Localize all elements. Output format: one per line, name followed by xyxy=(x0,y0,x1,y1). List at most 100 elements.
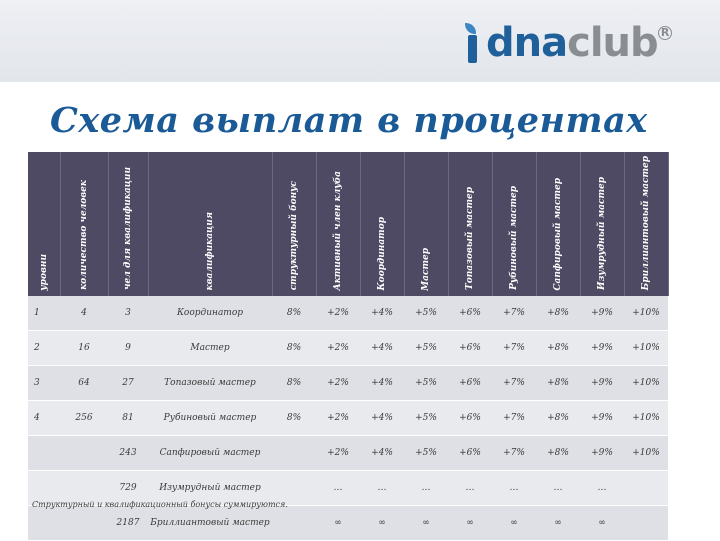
table-cell: +6% xyxy=(448,365,492,402)
table-cell: 256 xyxy=(60,400,108,437)
table-cell: +4% xyxy=(360,435,404,472)
table-cell: … xyxy=(316,470,360,507)
table-cell: … xyxy=(448,470,492,507)
table-cell xyxy=(28,505,60,541)
table-cell: +7% xyxy=(492,296,536,332)
registered-mark: R xyxy=(657,26,672,40)
column-header: квалификация xyxy=(148,152,273,297)
table-cell: +10% xyxy=(624,435,668,472)
table-cell: Рубиновый мастер xyxy=(148,400,272,437)
table-cell: Бриллиантовый мастер xyxy=(148,505,272,541)
table-cell: +10% xyxy=(624,400,668,437)
table-cell xyxy=(624,505,668,541)
table-cell: +4% xyxy=(360,365,404,402)
table-cell: +8% xyxy=(536,400,580,437)
table-row: 3 64 27 Топазовый мастер 8% +2% +4% +5% +6% +7% +8… xyxy=(28,365,668,402)
slide-title: Схема выплат в процентах xyxy=(50,100,648,141)
table-cell: +8% xyxy=(536,296,580,332)
table-cell: Топазовый мастер xyxy=(148,365,272,402)
table-cell: +5% xyxy=(404,400,448,437)
column-header: Активный член клуба xyxy=(316,152,361,297)
table-cell xyxy=(624,470,668,507)
column-header-label: квалификация xyxy=(205,211,215,291)
table-cell: 16 xyxy=(60,330,108,367)
table-cell: +9% xyxy=(580,400,624,437)
table-cell: 1 xyxy=(28,296,60,332)
table-cell: 27 xyxy=(108,365,148,402)
table-cell: ∞ xyxy=(404,505,448,541)
column-header-label: Топазовый мастер xyxy=(465,187,475,291)
table-cell: +6% xyxy=(448,330,492,367)
table-cell: +4% xyxy=(360,400,404,437)
table-header-row: уровни количество человек чел для квалифик… xyxy=(28,152,669,297)
title-rest: в процентах xyxy=(364,100,648,141)
column-header-label: чел для квалификации xyxy=(123,167,133,291)
table-cell xyxy=(272,435,316,472)
table-cell xyxy=(28,435,60,472)
table-cell: ∞ xyxy=(580,505,624,541)
table-cell: +8% xyxy=(536,330,580,367)
column-header: уровни xyxy=(28,152,61,297)
table-cell: +9% xyxy=(580,435,624,472)
column-header-label: структурный бонус xyxy=(289,181,299,291)
column-header-label: количество человек xyxy=(79,180,89,291)
table-row: 2 16 9 Мастер 8% +2% +4% +5% +6% +7% +8% +9% +10% xyxy=(28,330,668,367)
table-cell: ∞ xyxy=(492,505,536,541)
column-header-label: Активный член клуба xyxy=(333,170,343,291)
table-cell: +9% xyxy=(580,296,624,332)
column-header-label: Мастер xyxy=(421,247,431,291)
logo-text-club: club xyxy=(567,20,659,66)
logo-text-dna: dna xyxy=(486,20,568,66)
table-cell: 8% xyxy=(272,400,316,437)
table-cell: … xyxy=(536,470,580,507)
table-cell: +5% xyxy=(404,435,448,472)
table-cell: 8% xyxy=(272,296,316,332)
table-cell: … xyxy=(404,470,448,507)
column-header-label: Координатор xyxy=(377,216,387,291)
table-cell: 3 xyxy=(108,296,148,332)
table-cell: … xyxy=(360,470,404,507)
table-cell: 4 xyxy=(60,296,108,332)
footnote: Структурный и квалификационный бонусы су… xyxy=(32,500,288,509)
table-cell: +7% xyxy=(492,365,536,402)
table-cell: Сапфировый мастер xyxy=(148,435,272,472)
table-cell: … xyxy=(580,470,624,507)
table-cell xyxy=(272,470,316,507)
column-header-label: Рубиновый мастер xyxy=(509,186,519,291)
table-cell: +2% xyxy=(316,296,360,332)
table-cell: +9% xyxy=(580,365,624,402)
table-cell: +8% xyxy=(536,365,580,402)
table-cell: +2% xyxy=(316,435,360,472)
table-cell: +10% xyxy=(624,365,668,402)
table-cell: 2 xyxy=(28,330,60,367)
column-header-label: Бриллиантовый мастер xyxy=(641,156,651,291)
column-header: структурный бонус xyxy=(272,152,317,297)
table-cell: Изумрудный мастер xyxy=(148,470,272,507)
table-cell: +2% xyxy=(316,330,360,367)
table-cell: +2% xyxy=(316,400,360,437)
table-cell: 243 xyxy=(108,435,148,472)
column-header: чел для квалификации xyxy=(108,152,149,297)
header-bar: dnaclub R xyxy=(0,0,720,82)
table-row: 1 4 3 Координатор 8% +2% +4% +5% +6% +7% +8% +9% +10… xyxy=(28,296,668,332)
table-cell: ∞ xyxy=(360,505,404,541)
column-header-label: Изумрудный мастер xyxy=(597,177,607,291)
column-header: Топазовый мастер xyxy=(448,152,493,297)
table-cell: ∞ xyxy=(448,505,492,541)
table-cell xyxy=(28,470,60,507)
payout-table: уровни количество человек чел для квалифик… xyxy=(28,152,669,541)
table-row: 243 Сапфировый мастер +2% +4% +5% +6% +7% +8% +9… xyxy=(28,435,668,472)
column-header: Бриллиантовый мастер xyxy=(624,152,669,297)
leaf-logo-icon xyxy=(462,23,482,63)
table-cell: 81 xyxy=(108,400,148,437)
table-cell: Координатор xyxy=(148,296,272,332)
title-main: Схема выплат xyxy=(50,100,365,141)
table-cell: +6% xyxy=(448,296,492,332)
table-cell: +2% xyxy=(316,365,360,402)
table-cell: +5% xyxy=(404,296,448,332)
table-cell: +5% xyxy=(404,330,448,367)
table-cell: +10% xyxy=(624,330,668,367)
table-row: 4 256 81 Рубиновый мастер 8% +2% +4% +5% +6% +7% +… xyxy=(28,400,668,437)
column-header: количество человек xyxy=(60,152,109,297)
table-cell: +7% xyxy=(492,330,536,367)
